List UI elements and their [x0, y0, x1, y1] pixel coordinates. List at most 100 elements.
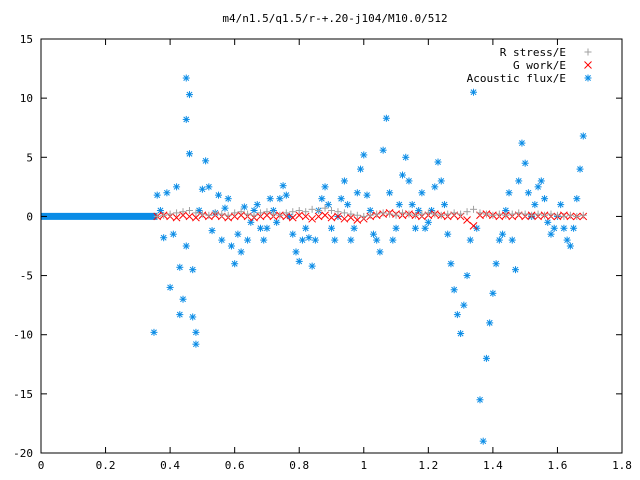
data-point	[321, 204, 329, 212]
data-point	[256, 209, 264, 217]
data-point	[489, 211, 497, 219]
data-point	[402, 153, 410, 161]
data-point	[256, 224, 264, 232]
data-point	[553, 211, 561, 219]
data-point	[373, 236, 381, 244]
data-point	[185, 91, 193, 99]
data-point	[460, 301, 468, 309]
data-point	[292, 248, 300, 256]
data-point	[424, 209, 432, 217]
data-point	[363, 191, 371, 199]
data-point	[160, 234, 168, 242]
x-tick-label: 0.8	[289, 459, 309, 472]
data-point	[344, 201, 352, 209]
y-tick-label: -10	[13, 329, 33, 342]
data-point	[289, 230, 297, 238]
data-point	[282, 191, 290, 199]
data-point	[321, 211, 329, 220]
data-point	[353, 211, 361, 219]
data-point	[547, 210, 555, 218]
data-point	[198, 185, 206, 193]
data-point	[482, 210, 490, 218]
data-point	[301, 212, 310, 221]
data-point	[192, 213, 200, 222]
data-point	[469, 222, 478, 230]
data-point	[263, 208, 271, 216]
legend-marker	[584, 74, 592, 82]
data-point	[189, 266, 197, 274]
data-point	[347, 210, 355, 218]
data-point	[244, 236, 252, 244]
data-point	[360, 212, 368, 220]
data-point	[405, 210, 413, 218]
legend-label: Acoustic flux/E	[467, 72, 566, 85]
data-point	[476, 209, 484, 217]
data-point	[376, 248, 384, 256]
data-point	[470, 205, 478, 213]
data-point	[424, 218, 432, 226]
data-point	[434, 158, 442, 166]
x-tick-label: 0.2	[96, 459, 116, 472]
data-point	[215, 191, 223, 199]
data-point	[185, 207, 193, 215]
data-point	[399, 171, 407, 179]
data-point	[256, 212, 265, 221]
data-point	[379, 209, 387, 217]
data-point	[153, 212, 161, 220]
data-point	[276, 195, 284, 203]
data-point	[288, 213, 297, 222]
data-point	[172, 213, 181, 222]
data-point	[340, 209, 348, 217]
data-point	[508, 210, 516, 218]
data-point	[411, 224, 419, 232]
data-point	[560, 224, 568, 232]
data-point	[173, 183, 181, 191]
data-point	[573, 212, 581, 220]
data-point	[579, 211, 587, 219]
data-point	[263, 211, 271, 220]
data-point	[408, 201, 416, 209]
data-point	[227, 242, 235, 250]
series-r-stress-e	[153, 204, 587, 220]
data-point	[250, 211, 258, 219]
data-point	[231, 260, 239, 268]
data-point	[182, 115, 190, 123]
y-tick-label: 10	[20, 92, 33, 105]
data-point	[495, 236, 503, 244]
data-point	[305, 234, 313, 242]
data-point	[282, 212, 291, 221]
data-point	[185, 150, 193, 158]
data-point	[166, 283, 174, 291]
plot-marks	[41, 74, 588, 445]
data-point	[450, 286, 458, 294]
data-point	[179, 211, 187, 220]
data-point	[366, 211, 374, 219]
legend-label: R stress/E	[500, 46, 566, 59]
data-point	[331, 236, 339, 244]
x-tick-label: 0.6	[225, 459, 245, 472]
data-point	[495, 210, 503, 218]
data-point	[269, 207, 277, 215]
data-point	[295, 207, 303, 215]
x-tick-label: 0	[38, 459, 45, 472]
data-point	[244, 210, 252, 218]
data-point	[418, 189, 426, 197]
data-point	[440, 201, 448, 209]
data-point	[321, 183, 329, 191]
series-acoustic-flux-e	[150, 74, 587, 445]
data-point	[541, 211, 549, 219]
data-point	[489, 289, 497, 297]
data-point	[492, 260, 500, 268]
data-point	[240, 203, 248, 211]
data-point	[431, 210, 439, 218]
data-point	[314, 212, 323, 221]
data-point	[566, 242, 574, 250]
data-point	[515, 209, 523, 217]
data-point	[237, 208, 245, 216]
data-point	[315, 207, 323, 215]
data-point	[466, 236, 474, 244]
data-point	[276, 211, 284, 219]
data-point	[547, 230, 555, 238]
data-point	[176, 311, 184, 319]
data-point	[476, 396, 484, 404]
